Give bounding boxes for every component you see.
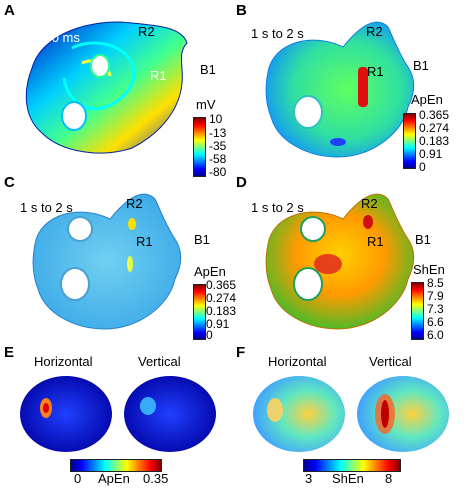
panel-label: A (4, 2, 15, 19)
horizontal-colorbar (70, 459, 162, 472)
horizontal-title: Horizontal (268, 354, 327, 369)
vertical-vector-map (357, 376, 449, 452)
tick-2: -13 (209, 126, 227, 140)
cb-min: 3 (305, 471, 313, 486)
tick-2: 0.274 (206, 291, 237, 305)
colorbar (411, 282, 424, 340)
colorbar-unit: ShEn (413, 262, 445, 277)
time-label: 1 s to 2 s (251, 200, 304, 215)
r1-label: R1 (136, 234, 153, 249)
panel-d: D 1 s to 2 s R2 R1 B1 ShEn 8.5 7.9 7.3 6… (233, 170, 467, 342)
tick-5: -80 (209, 165, 227, 179)
panel-label: C (4, 174, 15, 191)
r1-label: R1 (150, 68, 167, 83)
r2-label: R2 (361, 196, 378, 211)
apen-surface-map (32, 193, 182, 330)
tick-1: 0.365 (206, 278, 237, 292)
panel-f: F Horizontal Vertical 3 ShEn 8 (233, 340, 467, 489)
horizontal-colorbar (303, 459, 401, 472)
panel-e: E Horizontal Vertical 0 ApEn 0.35 (0, 340, 233, 489)
b1-label: B1 (200, 62, 216, 77)
colorbar-unit: mV (196, 97, 216, 112)
cb-max: 0.35 (143, 471, 169, 486)
cb-max: 8 (385, 471, 393, 486)
shen-surface-map (265, 193, 415, 330)
cb-unit: ApEn (98, 471, 130, 486)
panel-b: B 1 s to 2 s R2 R1 B1 ApEn 0.365 0.274 0… (233, 0, 467, 174)
r1-label: R1 (367, 234, 384, 249)
vertical-vector-map (124, 376, 216, 452)
panel-label: B (236, 2, 247, 19)
time-label: 1680 ms (30, 30, 80, 45)
tick-2: 7.9 (427, 289, 444, 303)
b1-label: B1 (194, 232, 210, 247)
b1-label: B1 (413, 58, 429, 73)
panel-a: A 1680 ms R2 R1 B1 mV 10 -13 -35 -58 -80 (0, 0, 233, 179)
tick-1: 8.5 (427, 276, 444, 290)
panel-label: D (236, 174, 247, 191)
horizontal-title: Horizontal (34, 354, 93, 369)
horizontal-vector-map (20, 376, 112, 452)
colorbar (193, 284, 206, 340)
tick-3: -35 (209, 139, 227, 153)
tick-5: 0 (419, 160, 426, 174)
tick-5: 6.0 (427, 328, 444, 342)
colorbar-unit: ApEn (411, 92, 443, 107)
r1-label: R1 (367, 64, 384, 79)
time-label: 1 s to 2 s (20, 200, 73, 215)
panel-label: E (4, 344, 15, 361)
tick-5: 0 (206, 328, 213, 342)
tick-2: 0.274 (419, 121, 450, 135)
r2-label: R2 (126, 196, 143, 211)
panel-c: C 1 s to 2 s R2 R1 B1 ApEn 0.365 0.274 0… (0, 170, 237, 342)
vertical-title: Vertical (138, 354, 181, 369)
atrial-surface-map (25, 21, 188, 154)
panel-label: F (236, 344, 246, 361)
colorbar (193, 117, 206, 177)
tick-4: 6.6 (427, 315, 444, 329)
b1-label: B1 (415, 232, 431, 247)
colorbar-unit: ApEn (194, 264, 226, 279)
r2-label: R2 (138, 24, 155, 39)
horizontal-vector-map (253, 376, 345, 452)
vertical-title: Vertical (369, 354, 412, 369)
cb-min: 0 (74, 471, 82, 486)
time-label: 1 s to 2 s (251, 26, 304, 41)
r2-label: R2 (366, 24, 383, 39)
tick-4: -58 (209, 152, 227, 166)
tick-1: 10 (209, 112, 223, 126)
tick-3: 7.3 (427, 302, 444, 316)
tick-1: 0.365 (419, 108, 450, 122)
apen-surface-map (265, 21, 415, 158)
tick-4: 0.91 (206, 317, 230, 331)
cb-unit: ShEn (332, 471, 364, 486)
tick-3: 0.183 (419, 134, 450, 148)
tick-3: 0.183 (206, 304, 237, 318)
colorbar (403, 113, 416, 169)
tick-4: 0.91 (419, 147, 443, 161)
